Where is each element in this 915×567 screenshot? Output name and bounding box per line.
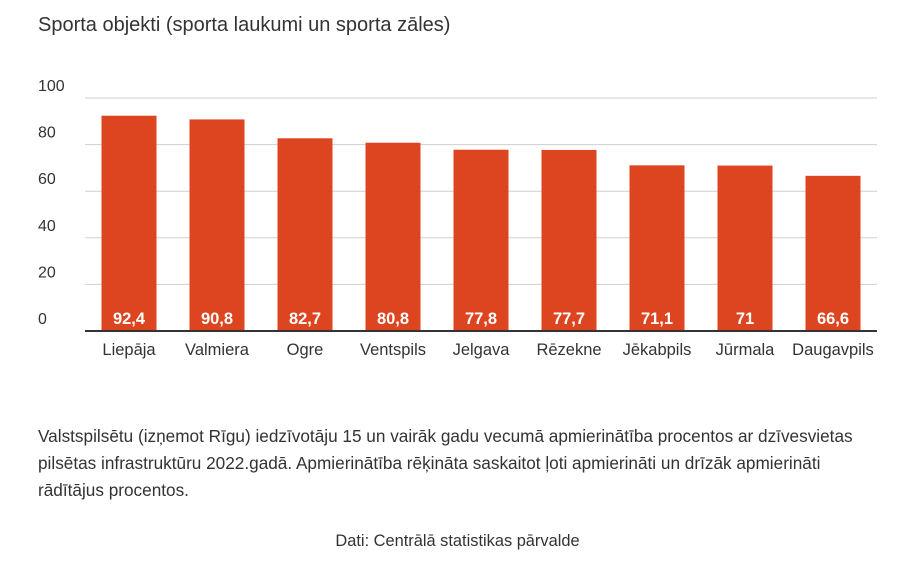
- bar: [101, 115, 157, 331]
- x-tick-label: Jūrmala: [716, 341, 776, 359]
- y-tick-labels: 0 20 40 60 80 100: [38, 78, 65, 328]
- bar: [629, 165, 685, 331]
- bar-value-labels: 92,4 90,8 82,7 80,8 77,8 77,7 71,1 71 66,6: [113, 310, 849, 328]
- bar-value-label: 82,7: [289, 310, 321, 328]
- y-tick-label: 40: [38, 218, 56, 235]
- bar-chart: 0 20 40 60 80 100 92,4 90,8 82,7 80,8 77,8 77,7 71,…: [38, 78, 877, 359]
- x-tick-label: Jēkabpils: [623, 341, 692, 359]
- x-tick-label: Ventspils: [360, 341, 426, 359]
- chart-title: Sporta objekti (sporta laukumi un sporta…: [38, 14, 451, 36]
- bars: [101, 115, 861, 331]
- chart-caption: Valstspilsētu (izņemot Rīgu) iedzīvotāju…: [38, 426, 853, 500]
- bar: [277, 138, 333, 331]
- bar: [189, 119, 245, 331]
- bar: [541, 149, 597, 331]
- bar: [453, 149, 509, 331]
- x-tick-label: Jelgava: [453, 341, 511, 359]
- x-tick-label: Ogre: [287, 341, 324, 359]
- x-tick-labels: Liepāja Valmiera Ogre Ventspils Jelgava Rēzek…: [102, 341, 873, 359]
- x-tick-label: Valmiera: [185, 341, 250, 359]
- bar-value-label: 66,6: [817, 310, 849, 328]
- x-tick-label: Liepāja: [102, 341, 156, 359]
- y-tick-label: 80: [38, 125, 56, 142]
- bar-value-label: 77,7: [553, 310, 585, 328]
- bar-value-label: 80,8: [377, 310, 409, 328]
- bar: [365, 142, 421, 331]
- y-tick-label: 100: [38, 78, 65, 95]
- bar-value-label: 90,8: [201, 310, 233, 328]
- bar-value-label: 71: [736, 310, 754, 328]
- x-tick-label: Daugavpils: [792, 341, 874, 359]
- y-tick-label: 60: [38, 171, 56, 188]
- data-source: Dati: Centrālā statistikas pārvalde: [335, 532, 580, 550]
- bar-value-label: 92,4: [113, 310, 146, 328]
- bar-value-label: 71,1: [641, 310, 673, 328]
- y-tick-label: 20: [38, 264, 56, 281]
- bar: [717, 165, 773, 331]
- y-tick-label: 0: [38, 311, 47, 328]
- bar: [805, 175, 861, 331]
- x-tick-label: Rēzekne: [536, 341, 601, 359]
- bar-value-label: 77,8: [465, 310, 497, 328]
